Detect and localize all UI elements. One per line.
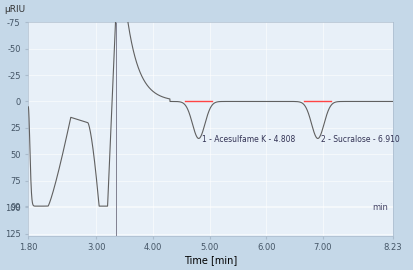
X-axis label: Time [min]: Time [min] — [184, 255, 237, 265]
Text: μRIU: μRIU — [5, 5, 26, 14]
Text: 2 - Sucralose - 6.910: 2 - Sucralose - 6.910 — [320, 135, 399, 144]
Text: 1 - Acesulfame K - 4.808: 1 - Acesulfame K - 4.808 — [202, 135, 295, 144]
Text: min: min — [372, 203, 388, 212]
